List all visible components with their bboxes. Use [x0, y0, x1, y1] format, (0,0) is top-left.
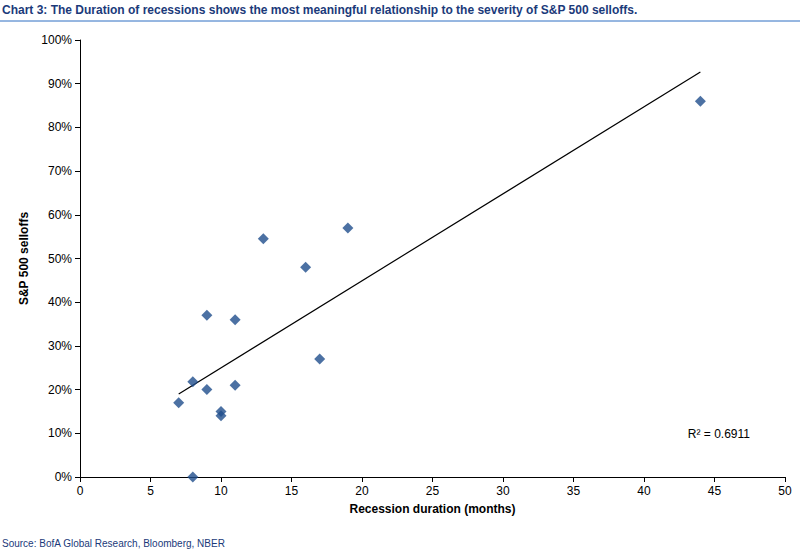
- svg-text:5: 5: [147, 484, 154, 498]
- svg-text:50: 50: [778, 484, 792, 498]
- svg-text:Recession duration (months): Recession duration (months): [349, 502, 515, 516]
- svg-text:40%: 40%: [48, 295, 72, 309]
- svg-text:0: 0: [77, 484, 84, 498]
- svg-text:35: 35: [567, 484, 581, 498]
- svg-text:0%: 0%: [55, 470, 73, 484]
- svg-text:10%: 10%: [48, 426, 72, 440]
- svg-text:10: 10: [214, 484, 228, 498]
- svg-text:R² = 0.6911: R² = 0.6911: [688, 427, 750, 441]
- svg-text:40: 40: [637, 484, 651, 498]
- svg-text:45: 45: [708, 484, 722, 498]
- svg-text:30%: 30%: [48, 339, 72, 353]
- svg-text:90%: 90%: [48, 77, 72, 91]
- svg-text:100%: 100%: [41, 33, 72, 47]
- svg-text:70%: 70%: [48, 164, 72, 178]
- svg-text:Chart 3: The Duration of reces: Chart 3: The Duration of recessions show…: [2, 3, 637, 17]
- svg-text:60%: 60%: [48, 208, 72, 222]
- svg-text:25: 25: [426, 484, 440, 498]
- svg-text:20: 20: [355, 484, 369, 498]
- svg-text:15: 15: [285, 484, 299, 498]
- svg-text:S&P 500 selloffs: S&P 500 selloffs: [17, 212, 31, 305]
- svg-text:80%: 80%: [48, 120, 72, 134]
- svg-text:50%: 50%: [48, 252, 72, 266]
- svg-text:Source: BofA Global Research,: Source: BofA Global Research, Bloomberg,…: [2, 538, 225, 549]
- svg-text:30: 30: [496, 484, 510, 498]
- svg-text:20%: 20%: [48, 383, 72, 397]
